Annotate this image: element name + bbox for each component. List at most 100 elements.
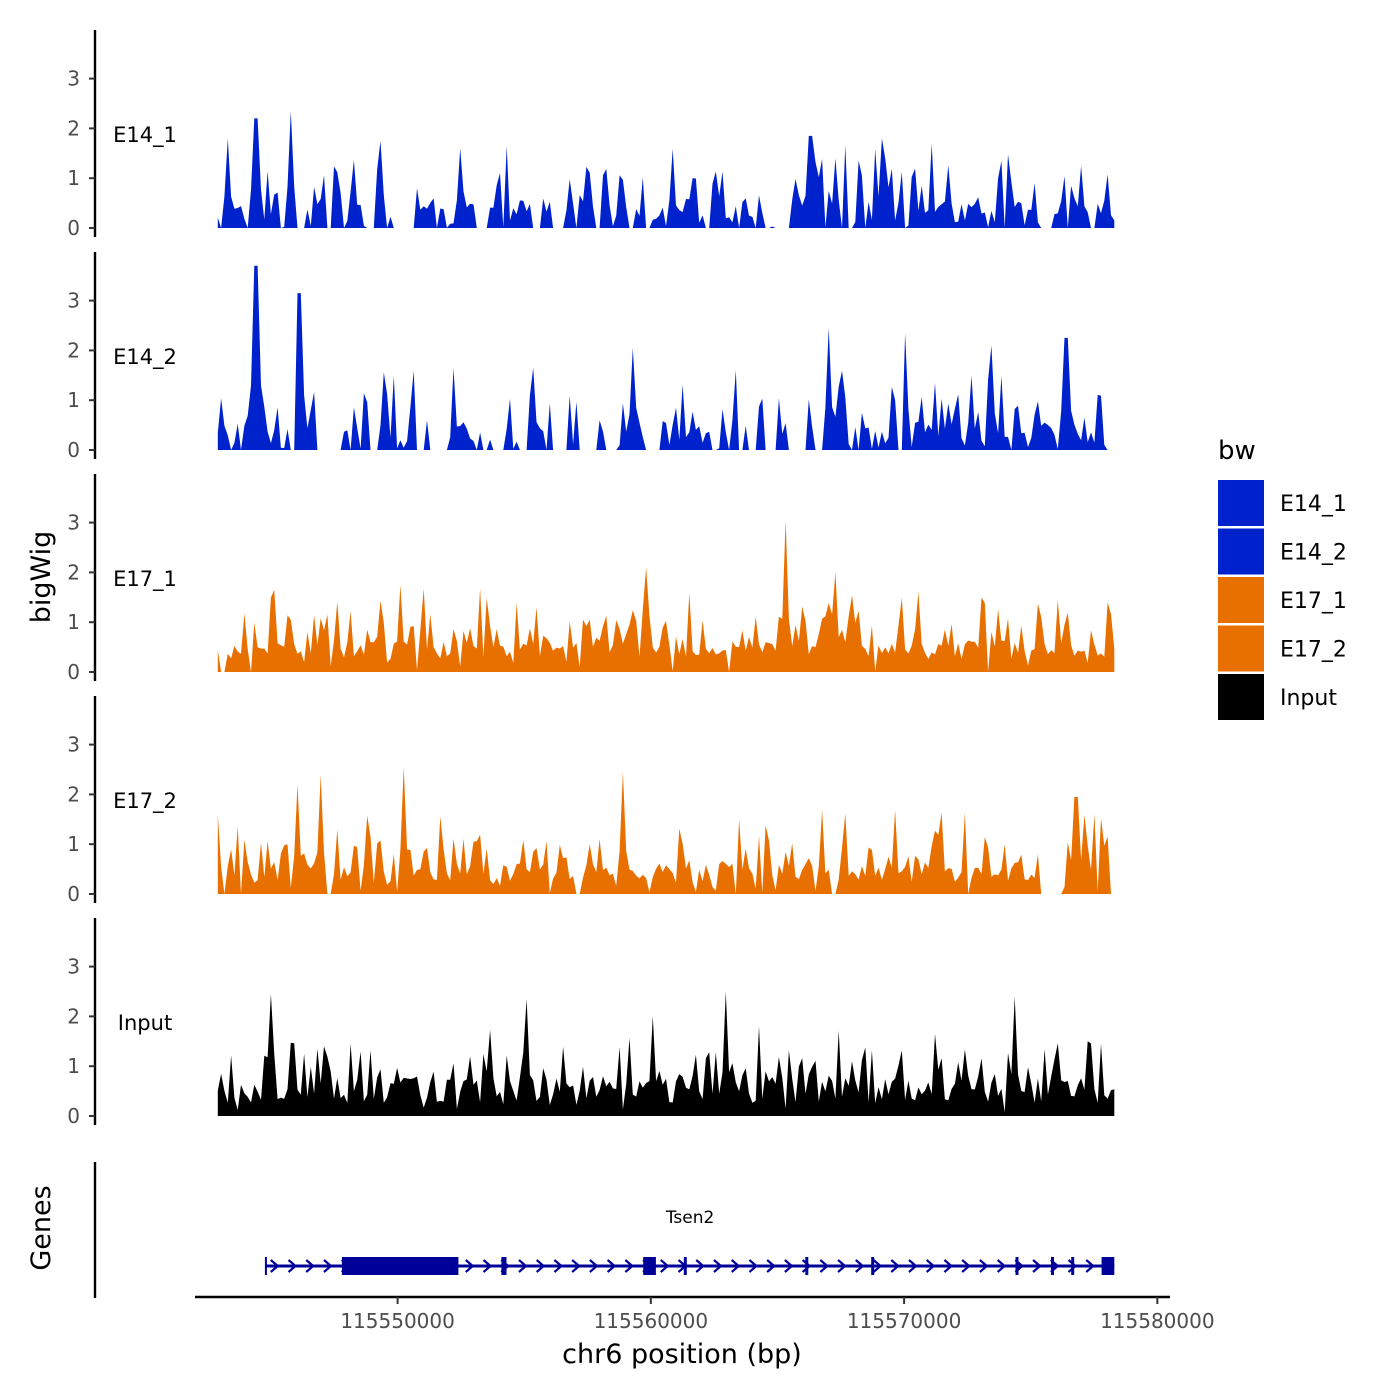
y-tick-label: 3 [67, 511, 80, 535]
gene-exon [805, 1257, 809, 1275]
legend-item: Input [1218, 674, 1337, 720]
gene-exon [1051, 1257, 1054, 1275]
strand-chevron [855, 1259, 865, 1273]
genes-track-label: Genes [26, 1185, 57, 1270]
strand-chevron [287, 1259, 298, 1273]
strand-chevron [465, 1259, 475, 1273]
y-tick-label: 2 [67, 338, 80, 362]
x-tick-label: 115560000 [594, 1309, 709, 1333]
x-axis-title: chr6 position (bp) [562, 1339, 802, 1370]
legend-label: E14_1 [1280, 492, 1347, 517]
gene-exon [1071, 1257, 1075, 1275]
y-tick-label: 0 [67, 660, 80, 684]
y-tick-label: 1 [67, 832, 80, 856]
legend-item: E14_2 [1218, 528, 1347, 575]
track-label: E17_1 [113, 567, 177, 592]
track-label: E14_2 [113, 345, 177, 370]
strand-chevron [890, 1259, 900, 1273]
track-label: E14_1 [113, 123, 177, 148]
legend: bw E14_1 E14_2 E17_1 E17_2 Input [1218, 436, 1347, 720]
y-tick-label: 3 [67, 733, 80, 757]
y-tick-label: 0 [67, 882, 80, 906]
strand-chevron [979, 1259, 989, 1273]
strand-chevron [925, 1259, 936, 1273]
strand-chevron [872, 1259, 883, 1273]
legend-swatch [1218, 528, 1264, 575]
coverage-area-E17_2 [217, 767, 1115, 894]
strand-chevron [660, 1259, 670, 1273]
legend-item: E17_1 [1218, 577, 1347, 623]
strand-chevron [323, 1259, 333, 1273]
gene-model [264, 1257, 1115, 1275]
x-tick-label: 115570000 [847, 1309, 962, 1333]
gene-exon [1015, 1257, 1019, 1275]
coverage-area-Input [217, 991, 1115, 1116]
track-panel-E17_1: 0 1 2 3 E17_1 [67, 474, 1115, 684]
strand-chevron [748, 1259, 759, 1273]
strand-chevron [837, 1259, 847, 1273]
y-tick-label: 1 [67, 166, 80, 190]
y-tick-label: 0 [67, 216, 80, 240]
legend-label: E17_1 [1280, 589, 1347, 614]
gene-exon [643, 1257, 656, 1275]
strand-chevron [571, 1259, 581, 1273]
x-tick-label: 115580000 [1100, 1309, 1215, 1333]
track-panel-E17_2: 0 1 2 3 E17_2 [67, 696, 1115, 906]
legend-label: E14_2 [1280, 541, 1347, 566]
strand-chevron [766, 1259, 776, 1273]
strand-chevron [943, 1259, 954, 1273]
y-tick-label: 3 [67, 289, 80, 313]
legend-swatch [1218, 480, 1264, 526]
strand-chevron [518, 1259, 528, 1273]
track-panel-E14_2: 0 1 2 3 E14_2 [67, 252, 1115, 462]
coverage-area-E17_1 [217, 520, 1115, 672]
gene-exon [871, 1257, 875, 1275]
strand-chevron [606, 1259, 617, 1273]
legend-items: E14_1 E14_2 E17_1 E17_2 Input [1218, 480, 1347, 720]
gene-exon [1101, 1257, 1115, 1275]
track-label: E17_2 [113, 789, 177, 814]
track-panel-Input: 0 1 2 3 Input [67, 918, 1115, 1128]
coverage-area-E14_2 [217, 265, 1115, 450]
strand-chevron [819, 1259, 830, 1273]
genes-track: Genes Tsen2 [26, 1162, 1115, 1298]
strand-chevron [713, 1259, 723, 1273]
strand-chevron [589, 1259, 599, 1273]
x-tick-label: 115550000 [340, 1309, 455, 1333]
legend-swatch [1218, 674, 1264, 720]
coverage-area-E14_1 [217, 111, 1115, 228]
legend-item: E14_1 [1218, 480, 1347, 526]
strand-chevron [784, 1259, 794, 1273]
strand-chevron [1085, 1259, 1095, 1273]
y-tick-label: 3 [67, 67, 80, 91]
y-tick-label: 2 [67, 782, 80, 806]
strand-chevron [305, 1259, 315, 1273]
strand-chevron [482, 1259, 493, 1273]
legend-swatch [1218, 577, 1264, 623]
strand-chevron [801, 1259, 812, 1273]
y-tick-label: 1 [67, 1054, 80, 1078]
x-axis-ticks: 115550000 115560000 115570000 115580000 [340, 1297, 1215, 1333]
legend-label: E17_2 [1280, 638, 1347, 663]
strand-chevron [1067, 1259, 1078, 1273]
gene-name-label: Tsen2 [665, 1208, 714, 1228]
y-axis-title: bigWig [26, 531, 57, 624]
y-tick-label: 2 [67, 1004, 80, 1028]
strand-chevron [1032, 1259, 1042, 1273]
legend-title: bw [1218, 436, 1256, 466]
track-label: Input [118, 1011, 172, 1035]
y-tick-label: 1 [67, 610, 80, 634]
gene-exon [341, 1257, 459, 1275]
track-panels: 0 1 2 3 E14_1 0 1 2 3 E14_2 0 1 2 3 E17_1 0 1 2 3 E17_2 0 1 2 3… [67, 30, 1115, 1128]
strand-chevron [730, 1259, 741, 1273]
x-axis: 115550000 115560000 115570000 115580000 chr… [195, 1295, 1215, 1370]
legend-item: E17_2 [1218, 625, 1347, 672]
y-tick-label: 0 [67, 1104, 80, 1128]
y-tick-label: 2 [67, 116, 80, 140]
track-panel-E14_1: 0 1 2 3 E14_1 [67, 30, 1115, 240]
gene-exon [683, 1257, 687, 1275]
strand-chevron [961, 1259, 971, 1273]
legend-label: Input [1280, 686, 1337, 711]
y-tick-label: 0 [67, 438, 80, 462]
